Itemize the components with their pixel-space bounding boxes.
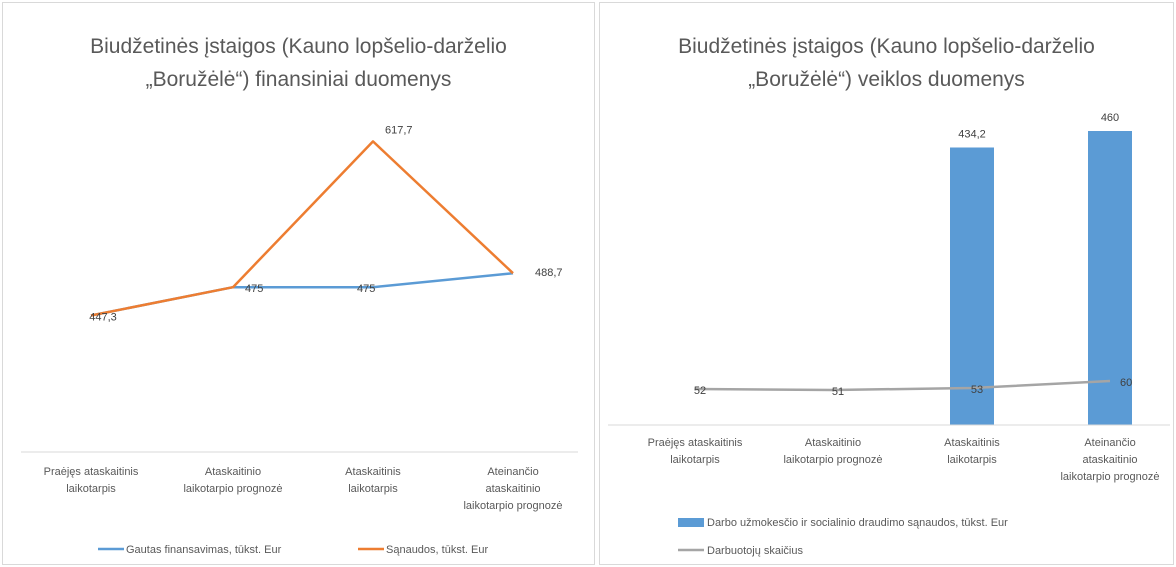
series-line-0 [90,271,514,317]
legend-label-0: Darbo užmokesčio ir socialinio draudimo … [707,517,1008,529]
financial-chart-title: Biudžetinės įstaigos (Kauno lopšelio-dar… [3,30,594,96]
data-label: 475 [245,283,263,295]
legend-label-0: Gautas finansavimas, tūkst. Eur [126,544,282,556]
category-label: ataskaitinio [485,483,540,495]
activity-chart-panel: Biudžetinės įstaigos (Kauno lopšelio-dar… [599,2,1174,565]
legend-label-1: Sąnaudos, tūkst. Eur [386,544,488,556]
data-label: 51 [832,386,844,398]
data-label: 60 [1120,377,1132,389]
category-label: laikotarpio prognozė [463,500,562,512]
data-label: 434,2 [958,128,986,140]
category-label: laikotarpis [670,454,720,466]
data-label: 488,7 [535,267,563,279]
category-label: Ateinančio [1084,437,1135,449]
category-label: Ataskaitinio [205,466,261,478]
financial-chart-title-line-1: Biudžetinės įstaigos (Kauno lopšelio-dar… [90,35,507,58]
category-label: laikotarpio prognozė [183,483,282,495]
category-label: laikotarpio prognozė [1060,471,1159,483]
series-line-workers [694,379,1111,392]
category-label: ataskaitinio [1082,454,1137,466]
category-label: laikotarpis [348,483,398,495]
legend-swatch-0 [678,518,704,527]
category-label: Ataskaitinis [944,437,1000,449]
activity-chart-title-line-2: „Boružėlė“) veiklos duomenys [748,68,1025,91]
category-label: Ataskaitinio [805,437,861,449]
data-label: 475 [357,283,375,295]
activity-chart-title-line-1: Biudžetinės įstaigos (Kauno lopšelio-dar… [678,35,1095,58]
category-label: Ateinančio [487,466,538,478]
bar-2 [950,147,994,425]
activity-chart-title: Biudžetinės įstaigos (Kauno lopšelio-dar… [600,30,1173,96]
financial-line-chart: 447,3 475 475 488,7 617,7 Praėjęs ataskaitini… [21,124,578,556]
category-label: laikotarpis [947,454,997,466]
category-label: Praėjęs ataskaitinis [44,466,139,478]
category-label: laikotarpis [66,483,116,495]
data-label: 53 [971,384,983,396]
category-label: laikotarpio prognozė [783,454,882,466]
data-label: 617,7 [385,124,413,136]
data-label: 460 [1101,112,1119,124]
data-label: 447,3 [89,312,117,324]
financial-chart-title-line-2: „Boružėlė“) finansiniai duomenys [145,68,452,91]
financial-chart-panel: Biudžetinės įstaigos (Kauno lopšelio-dar… [2,2,595,565]
category-label: Praėjęs ataskaitinis [648,437,743,449]
category-label: Ataskaitinis [345,466,401,478]
activity-combo-chart: 434,2 460 52 51 53 60 Praėjęs ataskaitinis laik… [608,112,1170,557]
series-line-1 [90,140,514,317]
data-label: 52 [694,385,706,397]
bar-3 [1088,131,1132,425]
legend-label-1: Darbuotojų skaičius [707,545,803,557]
